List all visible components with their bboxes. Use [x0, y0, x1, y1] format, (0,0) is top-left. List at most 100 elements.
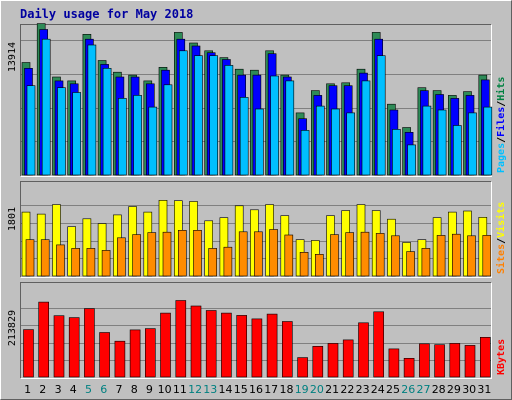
bar-kbytes-kbytes-day-5 — [84, 308, 95, 378]
panel-visits-bevel-light — [20, 181, 492, 278]
bar-hits-pages-day-26 — [407, 144, 416, 176]
bar-kbytes-kbytes-day-18 — [281, 321, 293, 378]
bar-visits-sites-day-21 — [330, 234, 339, 277]
bar-hits-pages-day-7 — [118, 98, 127, 176]
bar-visits-sites-day-4 — [71, 248, 80, 277]
bar-hits-pages-day-17 — [270, 75, 279, 176]
bar-kbytes-kbytes-day-24 — [373, 311, 385, 378]
bar-visits-sites-day-5 — [86, 248, 96, 277]
x-tick-label-day-15: 15 — [234, 383, 248, 396]
bar-hits-pages-day-24 — [376, 55, 386, 176]
x-tick-label-day-23: 23 — [356, 383, 370, 396]
panel-kbytes-legend: KBytes — [496, 339, 507, 375]
bar-hits-pages-day-23 — [361, 80, 371, 176]
panel-kbytes-bevel-dark — [20, 282, 492, 379]
bar-hits-pages-day-1 — [26, 85, 36, 176]
bar-kbytes-kbytes-day-23 — [358, 322, 369, 378]
bar-visits-sites-day-28 — [436, 235, 446, 277]
bar-visits-sites-day-3 — [56, 244, 65, 277]
x-tick-label-day-28: 28 — [432, 383, 446, 396]
bar-hits-pages-day-28 — [437, 109, 447, 176]
x-tick-label-day-17: 17 — [264, 383, 278, 396]
bar-visits-sites-day-11 — [178, 230, 187, 277]
x-tick-label-day-11: 11 — [173, 383, 187, 396]
bar-hits-pages-day-18 — [285, 80, 295, 176]
bar-hits-pages-day-4 — [72, 92, 81, 176]
bar-kbytes-kbytes-day-19 — [297, 357, 308, 378]
x-tick-label-day-29: 29 — [447, 383, 461, 396]
bar-visits-sites-day-23 — [360, 231, 370, 277]
legend-item-files: Files — [495, 107, 507, 137]
bar-kbytes-kbytes-day-6 — [99, 332, 110, 378]
bar-visits-sites-day-29 — [451, 233, 461, 277]
bar-hits-pages-day-13 — [209, 55, 218, 176]
bar-kbytes-kbytes-day-26 — [403, 357, 415, 378]
bar-hits-pages-day-11 — [179, 50, 188, 176]
bar-kbytes-kbytes-day-17 — [266, 313, 278, 378]
bar-visits-sites-day-26 — [406, 251, 415, 277]
bar-visits-sites-day-12 — [193, 230, 202, 277]
legend-item-kbytes: KBytes — [496, 339, 507, 375]
x-tick-label-day-4: 4 — [70, 383, 77, 396]
x-tick-label-day-30: 30 — [462, 383, 476, 396]
x-tick-label-day-22: 22 — [340, 383, 354, 396]
bar-visits-sites-day-15 — [238, 231, 248, 277]
x-tick-label-day-6: 6 — [100, 383, 107, 396]
legend-separator: / — [496, 101, 507, 107]
bar-visits-sites-day-13 — [208, 248, 217, 277]
bar-kbytes-kbytes-day-8 — [129, 329, 141, 378]
bar-hits-pages-day-19 — [300, 130, 310, 176]
panel-hits-legend: Pages/Files/Hits — [495, 77, 507, 173]
bar-hits-pages-day-8 — [133, 95, 142, 176]
bar-hits-pages-day-25 — [392, 129, 401, 176]
panel-kbytes-bevel-light — [20, 282, 492, 379]
bar-hits-pages-day-31 — [483, 106, 493, 176]
bar-kbytes-kbytes-day-9 — [145, 328, 156, 378]
x-tick-label-day-31: 31 — [477, 383, 491, 396]
bar-kbytes-kbytes-day-1 — [23, 329, 34, 378]
bar-kbytes-kbytes-day-31 — [479, 336, 491, 378]
x-tick-label-day-16: 16 — [249, 383, 263, 396]
bar-kbytes-kbytes-day-25 — [388, 348, 400, 378]
bar-kbytes-kbytes-day-22 — [342, 339, 354, 378]
bar-hits-pages-day-29 — [452, 125, 462, 176]
x-tick-label-day-20: 20 — [310, 383, 324, 396]
bar-kbytes-kbytes-day-28 — [434, 344, 445, 378]
bar-kbytes-kbytes-day-21 — [327, 343, 339, 378]
bar-kbytes-kbytes-day-10 — [160, 312, 171, 378]
bar-kbytes-kbytes-day-4 — [68, 317, 80, 378]
bar-kbytes-kbytes-day-12 — [190, 305, 202, 378]
x-tick-label-day-25: 25 — [386, 383, 400, 396]
x-tick-label-day-13: 13 — [203, 383, 217, 396]
bar-visits-sites-day-20 — [314, 254, 324, 277]
bar-visits-sites-day-25 — [391, 235, 400, 277]
bar-kbytes-kbytes-day-14 — [221, 312, 232, 378]
bar-hits-pages-day-27 — [422, 105, 432, 176]
bar-visits-sites-day-27 — [421, 248, 431, 277]
bar-kbytes-kbytes-day-29 — [449, 343, 461, 378]
bar-visits-sites-day-31 — [482, 235, 492, 277]
bar-hits-pages-day-3 — [57, 87, 66, 176]
x-tick-label-day-1: 1 — [24, 383, 31, 396]
x-tick-label-day-21: 21 — [325, 383, 339, 396]
legend-item-visits: Visits — [495, 202, 507, 238]
x-tick-label-day-8: 8 — [131, 383, 138, 396]
panel-visits-bevel-dark — [20, 181, 492, 278]
bar-visits-sites-day-8 — [132, 234, 141, 277]
bar-hits-pages-day-14 — [224, 65, 234, 176]
panel-kbytes-scale-label: 213829 — [7, 310, 18, 346]
x-tick-label-day-10: 10 — [158, 383, 172, 396]
x-tick-label-day-18: 18 — [280, 383, 294, 396]
bar-hits-pages-day-2 — [41, 38, 51, 176]
bar-hits-pages-day-10 — [163, 84, 173, 176]
bar-visits-sites-day-1 — [25, 239, 35, 277]
bar-kbytes-kbytes-day-13 — [205, 310, 217, 378]
panel-hits-bevel-dark — [20, 24, 492, 177]
bar-kbytes-kbytes-day-3 — [53, 315, 65, 378]
chart-title: Daily usage for May 2018 — [20, 7, 194, 21]
bar-visits-sites-day-9 — [147, 232, 157, 277]
bar-hits-pages-day-21 — [331, 108, 340, 176]
bar-kbytes-kbytes-day-2 — [38, 301, 50, 378]
x-tick-label-day-26: 26 — [401, 383, 415, 396]
